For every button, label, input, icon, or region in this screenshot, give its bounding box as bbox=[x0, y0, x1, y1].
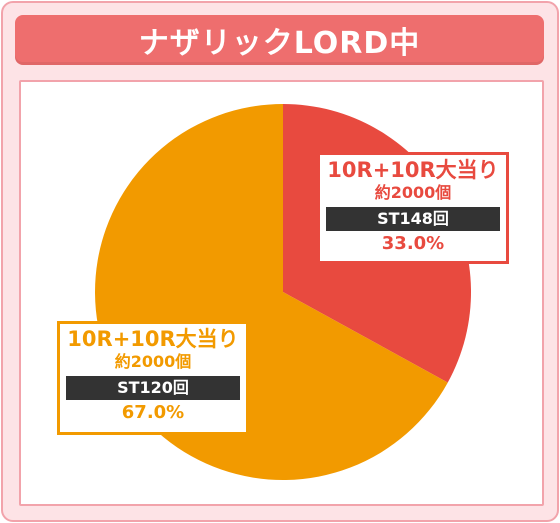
slice-red-percent: 33.0% bbox=[381, 233, 445, 254]
slice-orange-title: 10R+10R大当り bbox=[67, 327, 239, 351]
slice-orange-percent: 67.0% bbox=[121, 402, 185, 423]
slice-label-orange: 10R+10R大当り 約2000個 ST120回 67.0% bbox=[57, 321, 249, 435]
chart-panel: 10R+10R大当り 約2000個 ST148回 33.0% 10R+10R大当… bbox=[19, 80, 544, 506]
page-title: ナザリックLORD中 bbox=[138, 26, 421, 61]
slice-red-sub: 約2000個 bbox=[374, 183, 452, 202]
slice-orange-sub: 約2000個 bbox=[114, 352, 192, 371]
title-bar: ナザリックLORD中 bbox=[15, 15, 544, 65]
slice-red-st: ST148回 bbox=[326, 207, 500, 231]
slice-red-title: 10R+10R大当り bbox=[327, 158, 499, 182]
slice-orange-st: ST120回 bbox=[66, 376, 240, 400]
pie-chart bbox=[95, 104, 472, 480]
slice-label-red: 10R+10R大当り 約2000個 ST148回 33.0% bbox=[317, 152, 509, 264]
